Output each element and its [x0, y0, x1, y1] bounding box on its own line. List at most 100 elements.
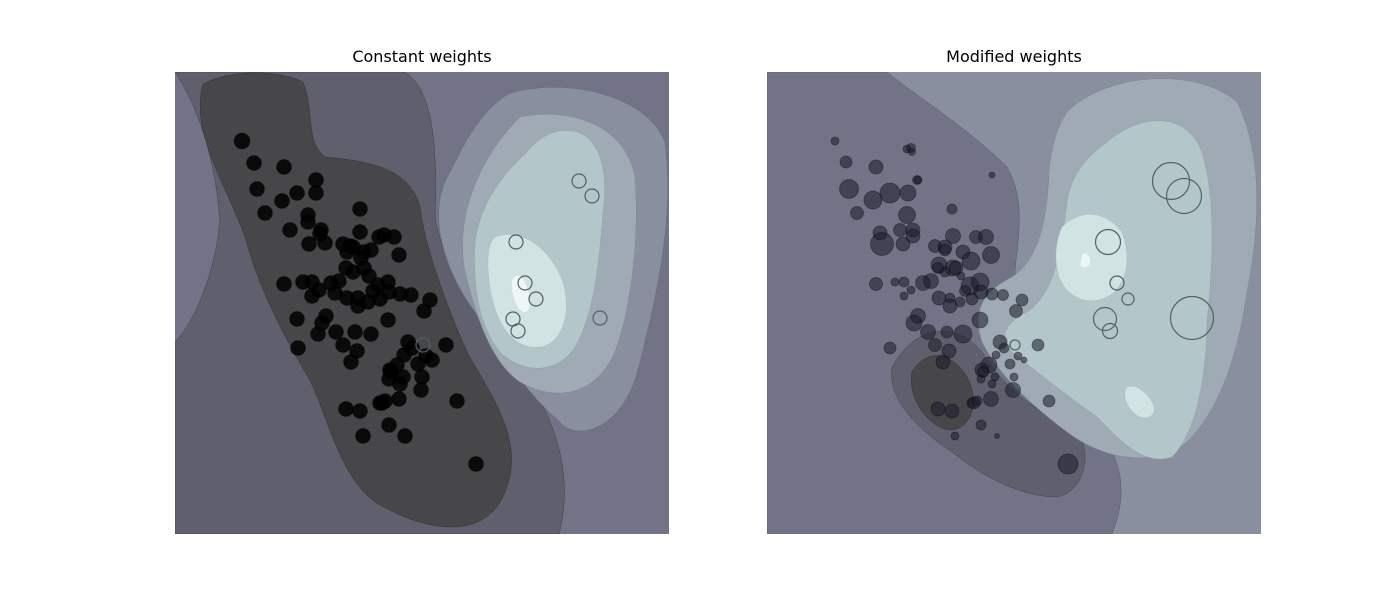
negative-sample-point — [948, 260, 964, 276]
negative-sample-point — [973, 284, 989, 300]
positive-sample-point — [592, 310, 608, 326]
negative-sample-point — [317, 235, 333, 251]
negative-sample-point — [965, 292, 979, 306]
negative-sample-point — [289, 311, 305, 327]
negative-sample-point — [246, 155, 262, 171]
negative-sample-point — [335, 337, 351, 353]
negative-sample-point — [920, 324, 936, 340]
negative-sample-point — [380, 312, 396, 328]
negative-sample-point — [908, 148, 916, 156]
contour-level-6b — [1124, 385, 1155, 419]
negative-sample-point — [343, 354, 359, 370]
negative-sample-point — [990, 372, 1000, 382]
positive-sample-point — [1009, 339, 1021, 351]
negative-sample-point — [289, 185, 305, 201]
negative-sample-point — [869, 277, 883, 291]
negative-sample-point — [895, 236, 911, 252]
negative-sample-point — [386, 229, 402, 245]
negative-sample-point — [959, 285, 971, 297]
negative-sample-point — [850, 206, 864, 220]
positive-points-group — [1009, 161, 1215, 351]
positive-points-group — [415, 173, 608, 353]
negative-sample-point — [391, 391, 407, 407]
positive-sample-point — [415, 337, 431, 353]
negative-sample-point — [424, 352, 440, 368]
negative-sample-point — [1005, 382, 1021, 398]
negative-sample-point — [363, 326, 379, 342]
negative-sample-point — [906, 285, 916, 295]
negative-sample-point — [983, 391, 999, 407]
negative-sample-point — [905, 314, 923, 332]
negative-sample-point — [339, 244, 355, 260]
negative-sample-point — [276, 159, 292, 175]
negative-sample-point — [295, 274, 311, 290]
negative-points-group — [233, 132, 484, 472]
negative-sample-point — [899, 184, 917, 202]
negative-sample-point — [233, 132, 251, 150]
negative-sample-point — [905, 228, 921, 244]
negative-sample-point — [975, 419, 987, 431]
negative-sample-point — [397, 428, 413, 444]
negative-sample-point — [945, 228, 961, 244]
negative-sample-point — [276, 276, 292, 292]
negative-sample-point — [310, 326, 326, 342]
positive-sample-point — [508, 234, 524, 250]
negative-sample-point — [1042, 394, 1056, 408]
negative-sample-point — [363, 242, 379, 258]
negative-sample-point — [1013, 351, 1023, 361]
negative-sample-point — [923, 273, 939, 289]
negative-sample-point — [347, 324, 363, 340]
negative-sample-point — [987, 379, 997, 389]
negative-sample-point — [879, 182, 901, 204]
contour-level-7 — [511, 274, 531, 313]
positive-sample-point — [1165, 177, 1203, 215]
negative-sample-point — [913, 175, 923, 185]
negative-sample-point — [449, 393, 465, 409]
negative-sample-point — [839, 179, 859, 199]
positive-sample-point — [1151, 161, 1191, 201]
negative-sample-point — [863, 190, 883, 210]
negative-sample-point — [290, 340, 306, 356]
negative-sample-point — [468, 456, 484, 472]
negative-sample-point — [301, 236, 317, 252]
negative-sample-point — [988, 171, 996, 179]
negative-sample-point — [938, 243, 952, 257]
negative-sample-point — [400, 334, 416, 350]
positive-sample-point — [528, 291, 544, 307]
negative-sample-point — [994, 433, 1000, 439]
negative-sample-point — [899, 291, 909, 301]
positive-sample-point — [1121, 292, 1135, 306]
negative-sample-point — [939, 266, 951, 278]
negative-sample-point — [978, 229, 994, 245]
negative-sample-point — [883, 341, 897, 355]
negative-sample-point — [257, 205, 273, 221]
negative-sample-point — [991, 350, 1001, 360]
negative-sample-point — [1004, 358, 1016, 370]
negative-sample-point — [839, 155, 853, 169]
positive-sample-point — [584, 188, 600, 204]
positive-sample-point — [1092, 306, 1118, 332]
negative-sample-point — [413, 382, 429, 398]
negative-sample-point — [893, 223, 907, 237]
chart-title-modified-weights: Modified weights — [946, 47, 1082, 66]
negative-sample-point — [930, 401, 946, 417]
negative-sample-point — [338, 401, 354, 417]
negative-sample-point — [1020, 356, 1028, 364]
negative-sample-point — [352, 201, 368, 217]
negative-sample-point — [352, 403, 368, 419]
negative-sample-point — [971, 311, 989, 329]
positive-sample-point — [517, 275, 533, 291]
chart-title-constant-weights: Constant weights — [352, 47, 492, 66]
negative-sample-point — [392, 376, 408, 392]
negative-sample-point — [954, 296, 966, 308]
negative-sample-point — [345, 264, 361, 280]
negative-sample-point — [1015, 293, 1029, 307]
negative-sample-point — [997, 289, 1009, 301]
negative-sample-point — [940, 325, 954, 339]
negative-points-group — [830, 136, 1079, 475]
positive-sample-point — [1101, 322, 1119, 340]
negative-sample-point — [928, 338, 942, 352]
negative-sample-point — [941, 343, 957, 359]
negative-sample-point — [868, 159, 884, 175]
negative-sample-point — [1057, 453, 1079, 475]
